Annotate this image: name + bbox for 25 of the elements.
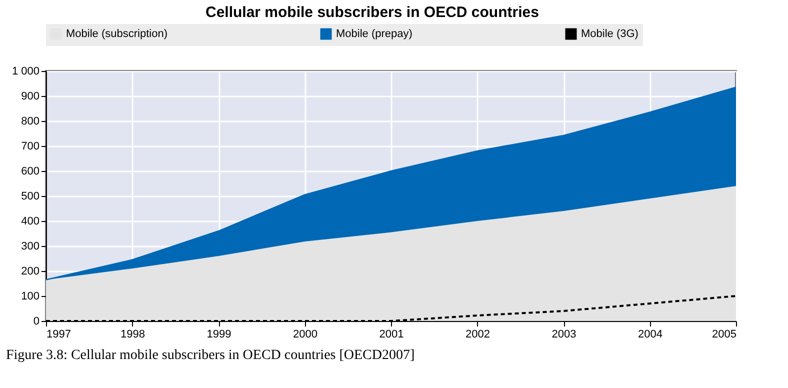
x-tick-label: 2001: [379, 328, 404, 340]
y-tick-label: 400: [21, 216, 40, 228]
y-tick-label: 600: [21, 166, 40, 178]
legend-label: Mobile (subscription): [66, 28, 168, 40]
y-tick-label: 500: [21, 190, 40, 202]
y-tick-label: 700: [21, 140, 40, 152]
y-tick-label: 900: [21, 90, 40, 102]
y-tick-label: 300: [21, 240, 40, 252]
y-tick-label: 1 000: [12, 66, 40, 78]
legend-label: Mobile (prepay): [336, 28, 412, 40]
x-tick-label: 2004: [638, 328, 662, 340]
x-tick-label: 2005: [712, 328, 736, 340]
caption: Figure 3.8: Cellular mobile subscribers in OECD countries [OECD2007]: [6, 348, 415, 363]
x-tick-label: 1999: [206, 328, 232, 340]
x-tick-label: 2000: [293, 328, 318, 340]
x-tick-label: 2003: [552, 328, 576, 340]
x-tick-label: 2002: [466, 328, 490, 340]
x-tick-label: 1997: [46, 328, 71, 340]
y-tick-label: 0: [33, 316, 40, 328]
y-tick-label: 200: [21, 266, 40, 278]
y-tick-label: 800: [21, 116, 40, 128]
y-tick-label: 100: [21, 290, 40, 302]
chart-title: Cellular mobile subscribers in OECD countries: [205, 4, 539, 21]
legend-label: Mobile (3G): [581, 28, 638, 40]
x-tick-label: 1998: [120, 328, 145, 340]
